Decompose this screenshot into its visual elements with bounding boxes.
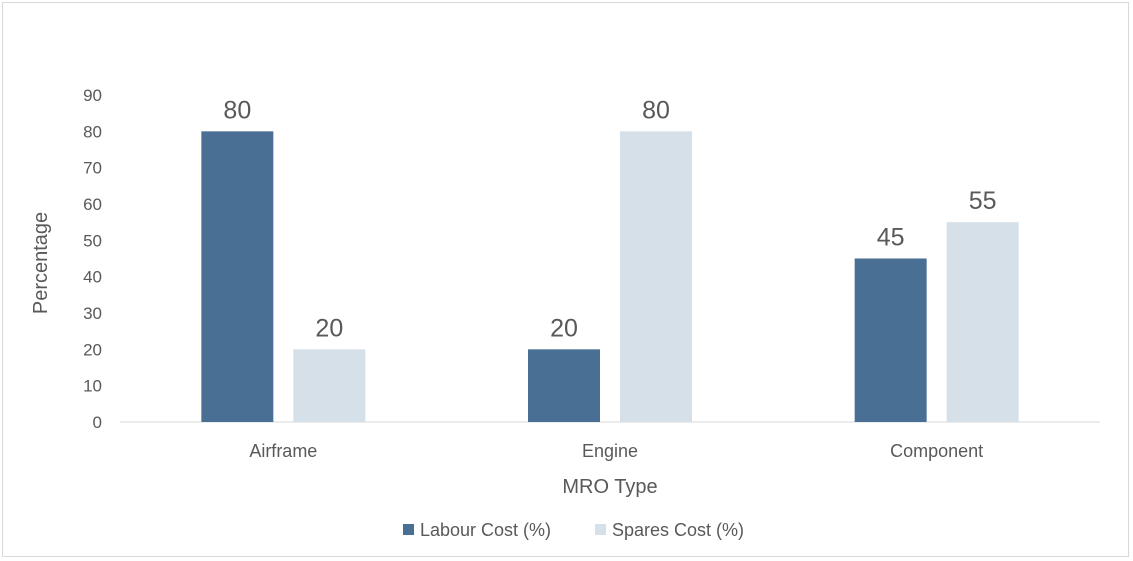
bar-component-spares bbox=[946, 222, 1019, 422]
bar-component-labour bbox=[854, 258, 927, 422]
data-label: 55 bbox=[969, 187, 997, 215]
bars-group bbox=[201, 131, 1019, 423]
y-tick-label: 80 bbox=[83, 122, 102, 141]
legend-label: Labour Cost (%) bbox=[420, 520, 551, 540]
x-axis-title: MRO Type bbox=[562, 476, 657, 498]
y-axis-title: Percentage bbox=[30, 212, 52, 314]
bar-airframe-spares bbox=[293, 349, 366, 422]
bar-engine-labour bbox=[528, 349, 600, 422]
data-label: 45 bbox=[877, 224, 905, 252]
data-label: 20 bbox=[550, 314, 578, 342]
x-category-label: Component bbox=[890, 441, 983, 461]
y-tick-label: 50 bbox=[83, 231, 102, 250]
x-axis-category-labels: Airframe Engine Component bbox=[249, 441, 983, 461]
y-axis-ticks: 0 10 20 30 40 50 60 70 80 90 bbox=[83, 86, 102, 432]
y-tick-label: 20 bbox=[83, 340, 102, 359]
x-category-label: Engine bbox=[582, 441, 638, 461]
bar-chart: 0 10 20 30 40 50 60 70 80 90 80 20 20 80 45 55 Airfram… bbox=[30, 86, 1100, 540]
legend-swatch bbox=[403, 524, 414, 535]
y-tick-label: 0 bbox=[93, 413, 102, 432]
data-label: 20 bbox=[315, 314, 343, 342]
legend: Labour Cost (%) Spares Cost (%) bbox=[403, 520, 744, 540]
y-tick-label: 40 bbox=[83, 268, 102, 287]
y-tick-label: 70 bbox=[83, 159, 102, 178]
y-tick-label: 10 bbox=[83, 377, 102, 396]
bar-airframe-labour bbox=[201, 131, 274, 423]
y-tick-label: 60 bbox=[83, 195, 102, 214]
y-tick-label: 30 bbox=[83, 304, 102, 323]
y-tick-label: 90 bbox=[83, 86, 102, 105]
legend-swatch bbox=[595, 524, 606, 535]
legend-label: Spares Cost (%) bbox=[612, 520, 744, 540]
data-label: 80 bbox=[642, 96, 670, 124]
data-labels-group: 80 20 20 80 45 55 bbox=[223, 96, 996, 342]
x-category-label: Airframe bbox=[249, 441, 317, 461]
data-label: 80 bbox=[223, 96, 251, 124]
bar-engine-spares bbox=[620, 131, 692, 423]
